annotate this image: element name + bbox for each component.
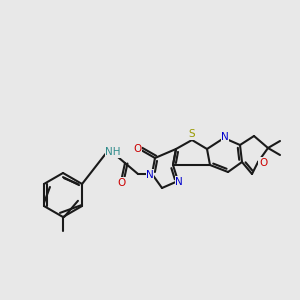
- Text: O: O: [117, 178, 125, 188]
- Text: NH: NH: [105, 147, 121, 157]
- Text: O: O: [259, 158, 267, 168]
- Text: S: S: [189, 129, 195, 139]
- Text: N: N: [221, 132, 229, 142]
- Text: N: N: [146, 170, 154, 180]
- Text: O: O: [133, 144, 141, 154]
- Text: N: N: [175, 177, 183, 187]
